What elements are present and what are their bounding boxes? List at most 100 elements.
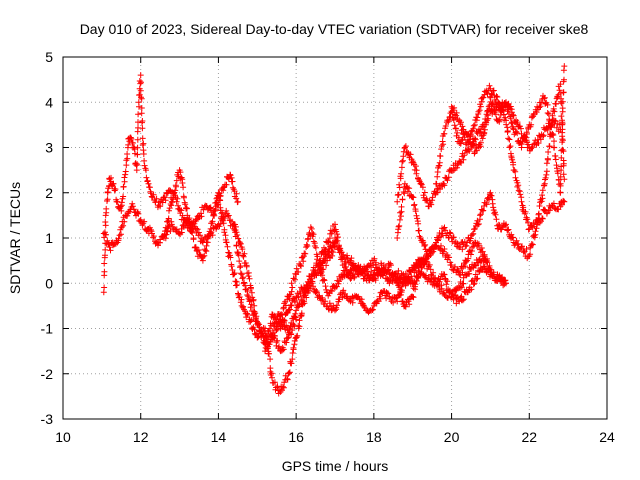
trace-h-point: [507, 103, 514, 110]
trace-h-point: [394, 198, 401, 205]
trace-c-point: [289, 350, 296, 356]
x-tick-label: 18: [366, 429, 382, 445]
trace-c-point: [284, 376, 291, 383]
trace-i-point: [415, 220, 422, 227]
trace-f-point: [498, 274, 505, 281]
trace-d-point: [287, 306, 293, 313]
trace-e-point: [285, 330, 292, 336]
trace-a-point: [146, 184, 153, 191]
trace-c-point: [228, 263, 235, 270]
trace-j-point: [477, 139, 484, 146]
trace-j-point: [513, 128, 520, 135]
trace-g-point: [316, 266, 323, 273]
trace-h-point: [441, 182, 448, 189]
trace-a-point: [141, 162, 148, 169]
trace-e-point: [310, 283, 317, 290]
trace-f-point: [297, 262, 304, 269]
trace-i-point: [490, 204, 497, 211]
trace-b-point: [224, 213, 231, 220]
chart-title: Day 010 of 2023, Sidereal Day-to-day VTE…: [80, 21, 589, 37]
trace-g-point: [398, 289, 405, 296]
trace-c-point: [244, 311, 251, 318]
trace-g-point: [391, 271, 398, 277]
trace-f-point: [372, 277, 379, 284]
trace-c-point: [177, 169, 184, 176]
trace-b-point: [248, 301, 255, 308]
trace-e-point: [298, 301, 305, 308]
trace-i-point: [483, 200, 489, 206]
trace-k-point: [474, 114, 481, 121]
trace-a-point: [139, 135, 146, 142]
trace-j-point: [554, 170, 561, 177]
trace-i-point: [519, 243, 525, 250]
trace-b-point: [247, 304, 254, 311]
trace-k-point: [561, 176, 568, 183]
trace-g-point: [406, 301, 413, 308]
trace-i-point: [467, 235, 474, 242]
trace-j-point: [492, 111, 499, 118]
trace-a-point: [133, 167, 140, 174]
trace-g-point: [348, 255, 355, 262]
trace-d-point: [288, 302, 295, 309]
trace-c-point: [271, 379, 278, 386]
trace-e-point: [473, 262, 479, 269]
trace-a-point: [137, 87, 144, 94]
trace-h-point: [444, 177, 451, 184]
trace-i-point: [399, 196, 406, 203]
trace-k-point: [543, 168, 550, 175]
trace-c-point: [203, 248, 210, 255]
trace-i-point: [555, 206, 562, 213]
trace-e-point: [291, 313, 298, 320]
trace-j-point: [509, 119, 515, 126]
trace-g-point: [487, 266, 494, 273]
trace-f-point: [389, 278, 396, 285]
y-tick-label: 4: [45, 94, 53, 110]
trace-k-point: [512, 168, 519, 175]
trace-b-point: [115, 235, 122, 242]
trace-f-point: [459, 297, 466, 304]
trace-e-point: [361, 303, 368, 310]
trace-b-point: [223, 207, 230, 214]
trace-d-point: [243, 262, 250, 269]
trace-c-point: [232, 278, 239, 285]
trace-g-point: [340, 251, 347, 258]
trace-f-point: [302, 250, 309, 257]
trace-d-point: [232, 223, 239, 230]
trace-i-point: [504, 227, 511, 234]
trace-h-point: [535, 140, 542, 147]
trace-j-point: [523, 131, 530, 137]
trace-f-point: [428, 275, 434, 282]
trace-k-point: [506, 144, 513, 151]
trace-i-point: [433, 239, 439, 246]
trace-k-point: [542, 174, 549, 181]
trace-h-point: [412, 163, 419, 170]
trace-a-point: [198, 213, 205, 220]
trace-j-point: [537, 103, 544, 110]
trace-i-point: [523, 246, 530, 252]
trace-e-point: [334, 302, 340, 309]
trace-k-point: [453, 109, 460, 116]
trace-a-point: [121, 174, 128, 181]
trace-g-point: [478, 245, 485, 251]
trace-c-point: [267, 356, 274, 363]
trace-k-point: [493, 93, 500, 100]
trace-c-point: [231, 271, 237, 278]
trace-e-point: [427, 266, 434, 273]
trace-k-point: [475, 108, 482, 115]
trace-c-point: [229, 267, 236, 273]
trace-k-point: [525, 226, 532, 233]
trace-d-point: [247, 284, 254, 291]
trace-a-point: [120, 183, 127, 190]
trace-f-point: [293, 265, 300, 272]
trace-j-point: [479, 135, 486, 142]
trace-c-point: [330, 249, 336, 256]
trace-e-point: [271, 332, 278, 339]
trace-k-point: [556, 87, 563, 94]
trace-j-point: [438, 146, 445, 153]
trace-c-point: [269, 374, 275, 381]
trace-k-point: [538, 198, 545, 205]
trace-i-point: [510, 234, 516, 241]
y-tick-label: 1: [45, 230, 53, 246]
trace-b-point: [199, 238, 206, 245]
trace-c-point: [162, 224, 169, 231]
